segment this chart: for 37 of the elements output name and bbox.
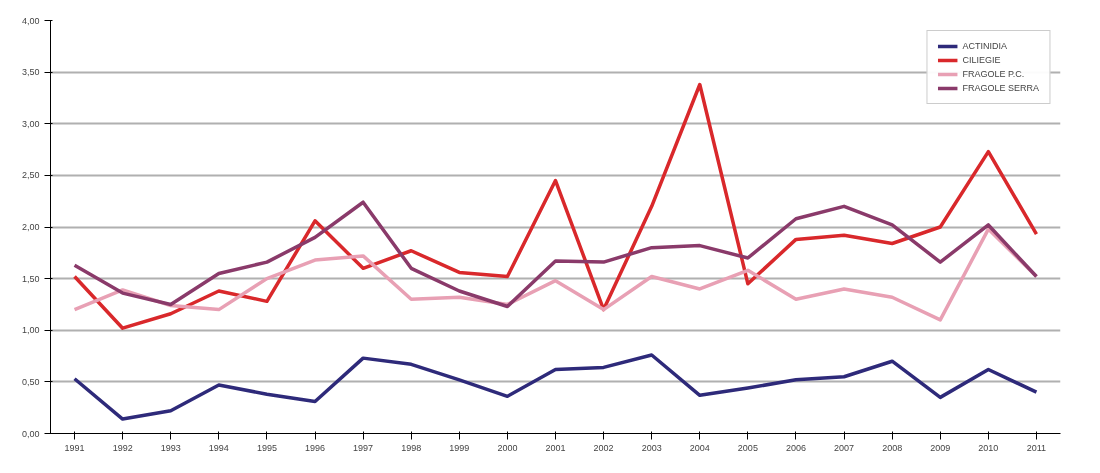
x-tick-label: 2006 — [785, 442, 806, 453]
y-tick-label: 2,00 — [21, 222, 40, 232]
legend-label: ACTINIDIA — [962, 41, 1007, 51]
y-tick-label: 1,50 — [21, 273, 40, 284]
legend-label: CILIEGIE — [962, 55, 1001, 65]
x-tick-label: 2008 — [882, 442, 903, 453]
legend-label: FRAGOLE SERRA — [962, 83, 1039, 93]
x-tick-label: 1995 — [256, 442, 277, 453]
x-tick-label: 1992 — [112, 442, 133, 453]
x-tick-label: 2011 — [1026, 442, 1047, 453]
x-tick-label: 2001 — [545, 442, 566, 453]
x-tick-label: 2005 — [737, 442, 758, 453]
y-tick-label: 1,00 — [21, 325, 40, 336]
x-tick-label: 2000 — [497, 442, 518, 453]
x-tick-label: 2010 — [978, 442, 999, 453]
legend-label: FRAGOLE P.C. — [962, 69, 1025, 79]
x-tick-label: 1998 — [401, 442, 422, 453]
x-tick-label: 2007 — [834, 442, 855, 453]
x-tick-label: 2009 — [930, 442, 951, 453]
x-tick-label: 1993 — [160, 442, 181, 453]
y-tick-label: 0,00 — [21, 428, 40, 439]
x-tick-label: 1991 — [64, 442, 85, 453]
y-tick-label: 3,00 — [21, 118, 40, 129]
x-tick-label: 2003 — [641, 442, 662, 453]
x-tick-label: 2004 — [689, 442, 710, 453]
x-tick-label: 1999 — [449, 442, 470, 453]
x-tick-label: 1994 — [208, 442, 229, 453]
y-tick-label: 3,50 — [21, 67, 40, 78]
line-series — [72, 353, 1039, 421]
x-tick-label: 2002 — [593, 442, 614, 453]
y-tick-label: 2,50 — [21, 170, 40, 181]
y-tick-label: 0,50 — [21, 376, 40, 387]
x-tick-label: 1997 — [353, 442, 374, 453]
x-tick-label: 1996 — [305, 442, 326, 453]
line-series — [72, 200, 1039, 309]
line-series — [72, 82, 1039, 330]
y-tick-label: 4,00 — [21, 15, 40, 26]
